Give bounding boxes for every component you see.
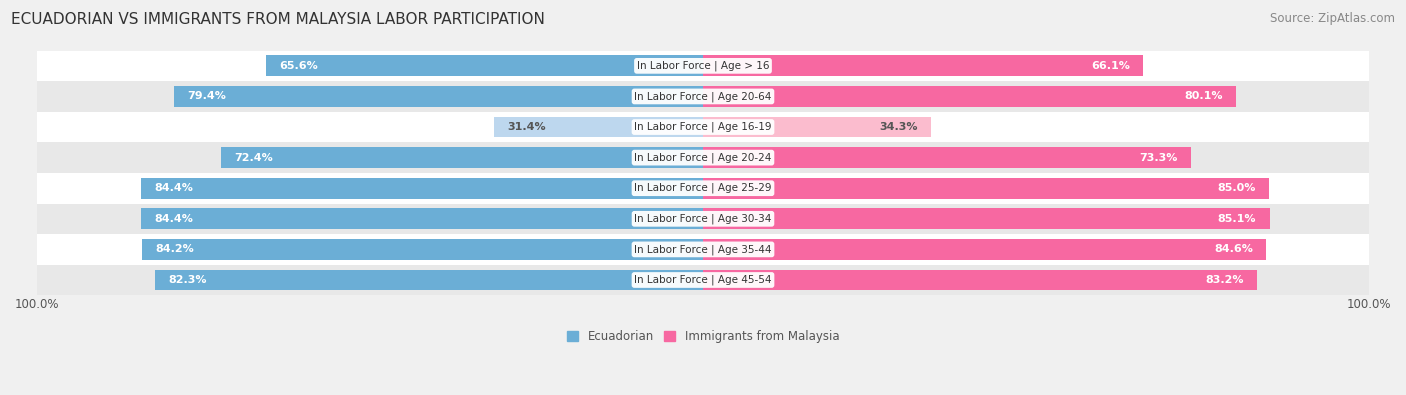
- Legend: Ecuadorian, Immigrants from Malaysia: Ecuadorian, Immigrants from Malaysia: [567, 330, 839, 343]
- Text: 65.6%: 65.6%: [280, 61, 318, 71]
- Bar: [703, 270, 1257, 290]
- Bar: [494, 117, 703, 137]
- Text: In Labor Force | Age 45-54: In Labor Force | Age 45-54: [634, 275, 772, 285]
- Text: 34.3%: 34.3%: [880, 122, 918, 132]
- Text: 83.2%: 83.2%: [1205, 275, 1243, 285]
- Text: 73.3%: 73.3%: [1139, 152, 1178, 163]
- Text: 72.4%: 72.4%: [235, 152, 273, 163]
- Text: 82.3%: 82.3%: [169, 275, 207, 285]
- Bar: [703, 86, 1236, 107]
- Text: 85.0%: 85.0%: [1218, 183, 1256, 193]
- Bar: [141, 178, 703, 199]
- Bar: [37, 234, 1369, 265]
- Bar: [155, 270, 703, 290]
- Text: 84.6%: 84.6%: [1213, 245, 1253, 254]
- Text: In Labor Force | Age > 16: In Labor Force | Age > 16: [637, 60, 769, 71]
- Text: 85.1%: 85.1%: [1218, 214, 1256, 224]
- Text: 80.1%: 80.1%: [1184, 91, 1223, 102]
- Text: 84.2%: 84.2%: [156, 245, 194, 254]
- Text: In Labor Force | Age 30-34: In Labor Force | Age 30-34: [634, 214, 772, 224]
- Bar: [37, 112, 1369, 142]
- Text: In Labor Force | Age 35-44: In Labor Force | Age 35-44: [634, 244, 772, 255]
- Bar: [37, 203, 1369, 234]
- Bar: [174, 86, 703, 107]
- Bar: [37, 51, 1369, 81]
- Text: 66.1%: 66.1%: [1091, 61, 1130, 71]
- Text: In Labor Force | Age 20-64: In Labor Force | Age 20-64: [634, 91, 772, 102]
- Bar: [141, 209, 703, 229]
- Bar: [703, 147, 1191, 168]
- Text: 79.4%: 79.4%: [188, 91, 226, 102]
- Bar: [37, 81, 1369, 112]
- Bar: [703, 117, 931, 137]
- Bar: [37, 142, 1369, 173]
- Bar: [703, 209, 1270, 229]
- Text: 84.4%: 84.4%: [155, 214, 193, 224]
- Text: 31.4%: 31.4%: [508, 122, 546, 132]
- Bar: [703, 239, 1267, 260]
- Bar: [142, 239, 703, 260]
- Bar: [266, 55, 703, 76]
- Bar: [703, 55, 1143, 76]
- Text: In Labor Force | Age 16-19: In Labor Force | Age 16-19: [634, 122, 772, 132]
- Bar: [37, 265, 1369, 295]
- Bar: [37, 173, 1369, 203]
- Text: 84.4%: 84.4%: [155, 183, 193, 193]
- Bar: [703, 178, 1268, 199]
- Text: Source: ZipAtlas.com: Source: ZipAtlas.com: [1270, 12, 1395, 25]
- Text: In Labor Force | Age 20-24: In Labor Force | Age 20-24: [634, 152, 772, 163]
- Bar: [221, 147, 703, 168]
- Text: ECUADORIAN VS IMMIGRANTS FROM MALAYSIA LABOR PARTICIPATION: ECUADORIAN VS IMMIGRANTS FROM MALAYSIA L…: [11, 12, 546, 27]
- Text: In Labor Force | Age 25-29: In Labor Force | Age 25-29: [634, 183, 772, 194]
